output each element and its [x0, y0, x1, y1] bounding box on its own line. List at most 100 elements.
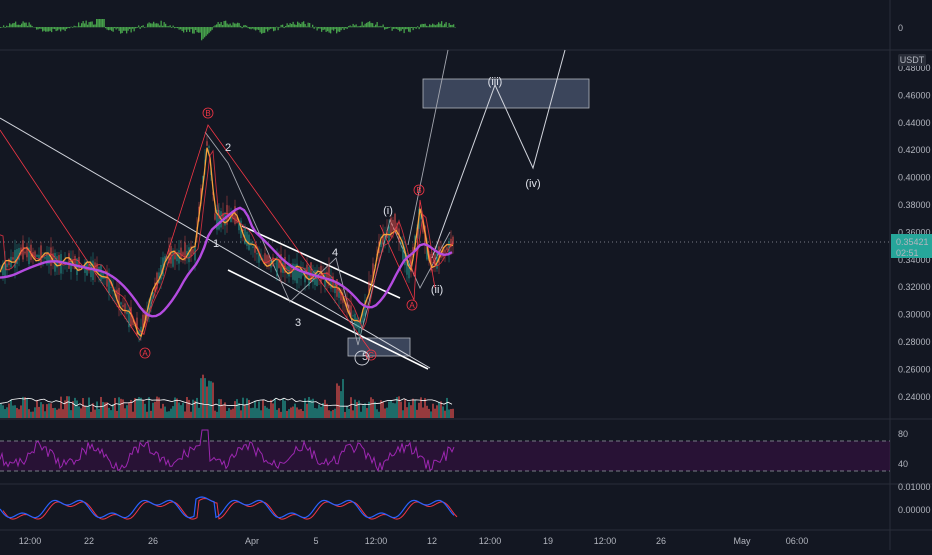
volume-bar — [120, 399, 121, 418]
volume-bar — [422, 408, 423, 418]
indicator-bar — [348, 26, 349, 27]
indicator-bar — [411, 27, 412, 28]
volume-bar — [206, 387, 207, 418]
volume-bar — [336, 383, 337, 418]
indicator-bar — [431, 25, 432, 27]
volume-bar — [320, 407, 321, 418]
indicator-bar — [0, 27, 1, 28]
indicator-bar — [32, 26, 33, 27]
indicator-bar — [72, 27, 73, 28]
volume-bar — [390, 400, 391, 418]
indicator-bar — [8, 26, 9, 27]
indicator-bar — [177, 27, 178, 28]
candle-body — [122, 305, 123, 307]
volume-bar — [12, 406, 13, 418]
indicator-bar — [356, 24, 357, 27]
indicator-bar — [417, 26, 418, 27]
volume-bar — [424, 398, 425, 418]
candle-body — [44, 257, 45, 259]
indicator-bar — [216, 24, 217, 27]
volume-bar — [68, 396, 69, 418]
indicator-bar — [279, 27, 280, 28]
indicator-bar — [450, 25, 451, 27]
volume-bar — [30, 412, 31, 418]
wave-label-3: 3 — [295, 317, 301, 329]
corrective-label-A: A — [409, 301, 415, 310]
indicator-bar — [158, 24, 159, 28]
candle-body — [356, 318, 357, 328]
indicator-bar — [173, 26, 174, 28]
indicator-bar — [159, 25, 160, 27]
indicator-bar — [257, 27, 258, 30]
candle-body — [120, 302, 121, 304]
indicator-bar — [389, 27, 390, 28]
volume-bar — [400, 402, 401, 418]
indicator-bar — [96, 19, 97, 27]
indicator-bar — [386, 27, 387, 29]
volume-bar — [78, 406, 79, 418]
volume-bar — [272, 403, 273, 418]
indicator-bar — [29, 22, 30, 27]
indicator-bar — [414, 27, 415, 28]
indicator-bar — [239, 23, 240, 27]
indicator-bar — [21, 24, 22, 28]
indicator-bar — [302, 22, 303, 27]
volume-bar — [80, 408, 81, 418]
channel-lower-line[interactable] — [228, 270, 428, 369]
indicator-bar — [282, 25, 283, 28]
indicator-bar — [354, 25, 355, 27]
candle-body — [208, 146, 209, 147]
volume-bar — [244, 405, 245, 418]
price-tick: 0.38000 — [898, 200, 931, 210]
wave-label-subwave: (ii) — [431, 284, 443, 296]
indicator-bar — [335, 27, 336, 29]
indicator-bar — [261, 27, 262, 34]
volume-bar — [348, 409, 349, 418]
indicator-bar — [267, 27, 268, 32]
macd-line[interactable] — [0, 497, 454, 518]
volume-bar — [342, 379, 343, 418]
volume-bar — [318, 405, 319, 418]
volume-bar — [132, 412, 133, 418]
price-tick: 0.46000 — [898, 90, 931, 100]
moving-average-line[interactable] — [0, 208, 452, 316]
indicator-bar — [416, 27, 417, 29]
indicator-bar — [48, 27, 49, 32]
indicator-bar — [5, 27, 6, 28]
candle-body — [172, 250, 173, 266]
indicator-bar — [66, 27, 67, 29]
wave-count-path[interactable] — [205, 132, 450, 345]
volume-bar — [294, 404, 295, 418]
indicator-bar — [3, 25, 4, 27]
indicator-bar — [101, 19, 102, 27]
volume-bar — [100, 397, 101, 418]
indicator-bar — [339, 27, 340, 32]
candle-body — [384, 236, 385, 240]
indicator-bar — [209, 27, 210, 33]
indicator-bar — [120, 27, 121, 34]
indicator-bar — [222, 25, 223, 27]
indicator-bar — [92, 21, 93, 27]
indicator-bar — [254, 27, 255, 29]
indicator-bar — [420, 24, 421, 27]
indicator-bar — [186, 27, 187, 32]
candle-body — [446, 247, 447, 250]
volume-bar — [306, 404, 307, 418]
indicator-bar — [444, 24, 445, 28]
macd-tick: 0.00000 — [898, 505, 931, 515]
volume-bar — [192, 400, 193, 418]
indicator-bar — [36, 27, 37, 30]
volume-bar — [316, 408, 317, 418]
indicator-bar — [11, 24, 12, 27]
indicator-bar — [362, 22, 363, 28]
indicator-bar — [98, 19, 99, 27]
target-box-wave-iii[interactable] — [423, 79, 589, 108]
indicator-bar — [26, 23, 27, 28]
indicator-bar — [276, 27, 277, 28]
volume-bar — [230, 410, 231, 418]
indicator-bar — [317, 27, 318, 30]
volume-bar — [116, 411, 117, 418]
indicator-bar — [309, 23, 310, 27]
